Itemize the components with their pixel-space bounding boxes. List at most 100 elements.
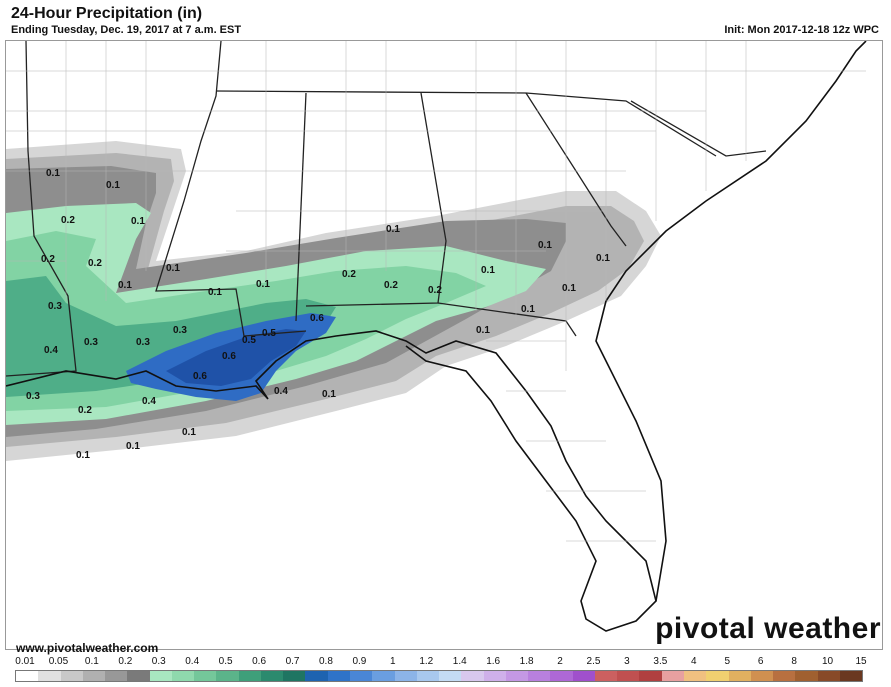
legend-swatch	[439, 671, 462, 681]
contour-label: 0.1	[166, 263, 180, 274]
init-time: Init: Mon 2017-12-18 12z WPC	[724, 24, 879, 36]
legend-label: 1.2	[419, 656, 434, 667]
legend-label: 1.4	[452, 656, 467, 667]
contour-label: 0.2	[88, 258, 102, 269]
legend-swatch	[550, 671, 573, 681]
legend-swatch	[394, 671, 417, 681]
legend-label: 1.6	[486, 656, 501, 667]
gulf-coastline	[6, 330, 657, 632]
legend-bar	[15, 670, 863, 682]
legend-swatch	[327, 671, 350, 681]
contour-label: 0.5	[242, 335, 256, 346]
legend-swatch	[795, 671, 818, 681]
contour-label: 0.6	[193, 371, 207, 382]
precip-band-dark-green	[6, 276, 336, 397]
contour-label: 0.2	[384, 280, 398, 291]
contour-label: 0.2	[428, 285, 442, 296]
legend-label: 1.8	[519, 656, 534, 667]
legend-swatch	[661, 671, 684, 681]
contour-label: 0.1	[118, 280, 132, 291]
legend-label: 10	[821, 656, 834, 667]
legend-swatch	[305, 671, 328, 681]
legend-label: 0.4	[185, 656, 200, 667]
website-url[interactable]: www.pivotalweather.com	[16, 641, 159, 655]
legend-swatch	[194, 671, 217, 681]
legend-label: 0.5	[218, 656, 233, 667]
contour-label: 0.1	[182, 427, 196, 438]
contour-label: 0.1	[596, 253, 610, 264]
legend-label: 0.7	[285, 656, 300, 667]
legend-label: 0.3	[151, 656, 166, 667]
contour-label: 0.1	[126, 441, 140, 452]
legend-swatch	[349, 671, 373, 681]
contour-label: 0.6	[222, 351, 236, 362]
legend-swatch	[839, 671, 863, 681]
legend-swatch	[528, 671, 551, 681]
legend-swatch	[82, 671, 106, 681]
legend-swatch	[461, 671, 484, 681]
contour-label: 0.1	[106, 180, 120, 191]
legend-swatch	[706, 671, 729, 681]
legend-swatch	[38, 671, 61, 681]
contour-label: 0.1	[76, 450, 90, 461]
contour-label: 0.4	[44, 345, 58, 356]
legend-label: 0.6	[252, 656, 267, 667]
legend-label: 15	[855, 656, 867, 667]
legend-swatch	[171, 671, 195, 681]
legend-swatch	[572, 671, 595, 681]
brand-logo: pivotal weather	[655, 612, 881, 645]
atlantic-coastline	[595, 41, 867, 602]
legend-swatch	[617, 671, 640, 681]
legend-swatch	[639, 671, 662, 681]
legend-label: 0.1	[84, 656, 99, 667]
contour-label: 0.5	[262, 328, 276, 339]
contour-label: 0.2	[61, 215, 75, 226]
legend-swatch	[260, 671, 284, 681]
contour-label: 0.3	[136, 337, 150, 348]
contour-label: 0.1	[386, 224, 400, 235]
legend-swatch	[16, 671, 39, 681]
legend-labels: 0.01 0.05 0.1 0.2 0.3 0.4 0.5 0.6 0.7 0.8 0.9 1 1.2 1…	[5, 656, 881, 670]
legend-label: 3.5	[653, 656, 668, 667]
legend-label: 4	[691, 656, 697, 667]
contour-label: 0.3	[173, 325, 187, 336]
legend-label: 6	[757, 656, 764, 667]
legend-swatch	[283, 671, 306, 681]
legend-swatch	[594, 671, 618, 681]
legend-swatch	[127, 671, 150, 681]
contour-label: 0.2	[78, 405, 92, 416]
legend-swatch	[105, 671, 128, 681]
contour-label: 0.1	[481, 265, 495, 276]
chart-title: 24-Hour Precipitation (in)	[11, 5, 203, 22]
color-legend: 0.01 0.05 0.1 0.2 0.3 0.4 0.5 0.6 0.7 0.8 0.9 1 1.2 1…	[5, 656, 881, 684]
contour-label: 0.3	[84, 337, 98, 348]
legend-swatch	[238, 671, 261, 681]
legend-label: 1	[390, 656, 396, 667]
contour-label: 0.3	[48, 301, 62, 312]
contour-label: 0.1	[476, 325, 490, 336]
contour-labels: 0.1 0.1 0.2 0.1 0.2 0.2 0.1 0.1 0.3 0.3 0.4 0.3 0.3 0…	[26, 168, 610, 461]
legend-label: 0.05	[48, 656, 69, 667]
legend-label: 0.01	[15, 656, 35, 667]
contour-label: 0.2	[342, 269, 356, 280]
legend-swatch	[60, 671, 83, 681]
contour-label: 0.1	[562, 283, 576, 294]
legend-label: 3	[624, 656, 630, 667]
contour-label: 0.1	[322, 389, 336, 400]
contour-label: 0.1	[46, 168, 60, 179]
legend-label: 8	[791, 656, 797, 667]
contour-label: 0.1	[131, 216, 145, 227]
legend-swatch	[728, 671, 751, 681]
legend-swatch	[817, 671, 840, 681]
legend-label: 0.8	[319, 656, 333, 667]
precip-core-dark-blue	[166, 329, 306, 386]
contour-label: 0.1	[538, 240, 552, 251]
legend-swatch	[683, 671, 707, 681]
contour-label: 0.1	[256, 279, 270, 290]
valid-time: Ending Tuesday, Dec. 19, 2017 at 7 a.m. …	[11, 24, 242, 36]
legend-swatch	[216, 671, 239, 681]
contour-label: 0.3	[26, 391, 40, 402]
contour-label: 0.4	[274, 386, 288, 397]
legend-label: 2	[557, 656, 563, 667]
legend-label: 5	[724, 656, 731, 667]
